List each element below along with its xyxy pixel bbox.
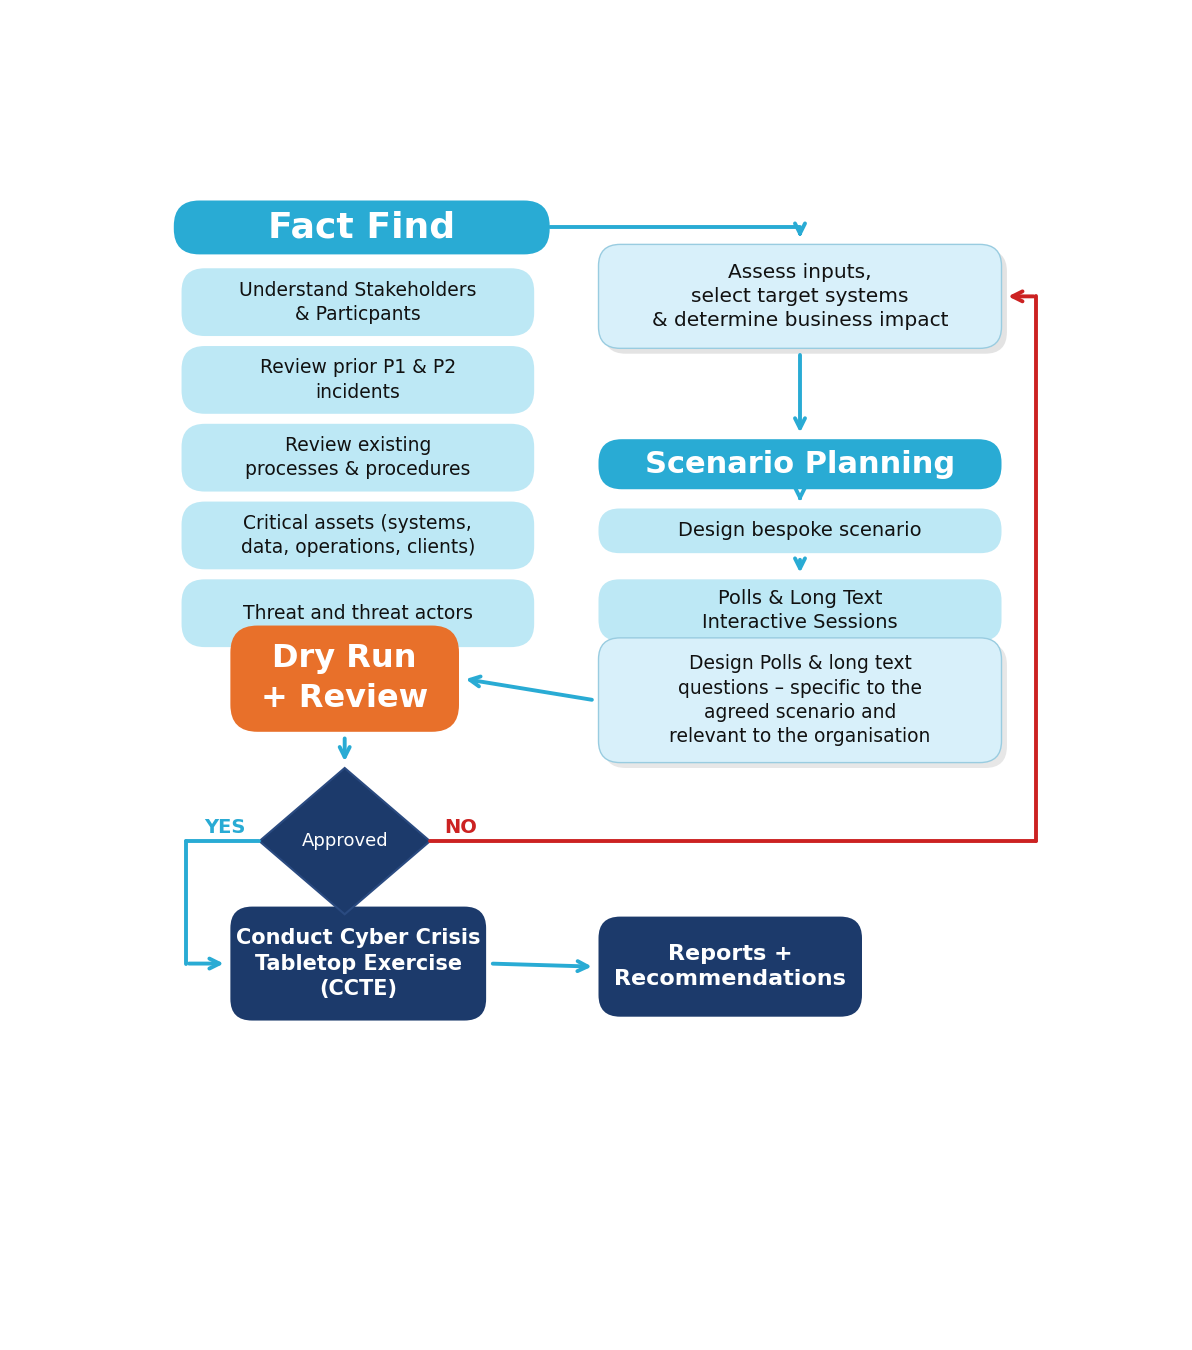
Text: Dry Run
+ Review: Dry Run + Review — [261, 644, 428, 714]
Text: Design bespoke scenario: Design bespoke scenario — [678, 521, 921, 540]
FancyBboxPatch shape — [181, 346, 534, 414]
FancyBboxPatch shape — [604, 643, 1007, 768]
Text: Reports +
Recommendations: Reports + Recommendations — [614, 944, 846, 990]
Text: NO: NO — [443, 818, 477, 837]
Text: Approved: Approved — [302, 832, 389, 850]
Text: Review prior P1 & P2
incidents: Review prior P1 & P2 incidents — [260, 358, 455, 401]
FancyBboxPatch shape — [598, 439, 1001, 489]
FancyBboxPatch shape — [598, 509, 1001, 554]
FancyBboxPatch shape — [230, 907, 486, 1021]
Text: Threat and threat actors: Threat and threat actors — [243, 603, 473, 622]
Text: Design Polls & long text
questions – specific to the
agreed scenario and
relevan: Design Polls & long text questions – spe… — [670, 655, 931, 747]
Text: Scenario Planning: Scenario Planning — [645, 450, 955, 479]
Text: YES: YES — [204, 818, 246, 837]
FancyBboxPatch shape — [598, 244, 1001, 348]
FancyBboxPatch shape — [598, 579, 1001, 641]
FancyBboxPatch shape — [598, 917, 862, 1017]
FancyBboxPatch shape — [230, 625, 459, 732]
Text: Conduct Cyber Crisis
Tabletop Exercise
(CCTE): Conduct Cyber Crisis Tabletop Exercise (… — [236, 927, 480, 999]
FancyBboxPatch shape — [604, 250, 1007, 354]
Text: Understand Stakeholders
& Particpants: Understand Stakeholders & Particpants — [240, 281, 477, 324]
FancyBboxPatch shape — [181, 424, 534, 491]
FancyBboxPatch shape — [598, 637, 1001, 763]
Text: Critical assets (systems,
data, operations, clients): Critical assets (systems, data, operatio… — [241, 514, 476, 558]
FancyBboxPatch shape — [181, 579, 534, 647]
Text: Fact Find: Fact Find — [268, 211, 455, 244]
Text: Review existing
processes & procedures: Review existing processes & procedures — [246, 436, 471, 479]
Polygon shape — [260, 768, 430, 914]
Text: Assess inputs,
select target systems
& determine business impact: Assess inputs, select target systems & d… — [652, 263, 949, 331]
Text: Polls & Long Text
Interactive Sessions: Polls & Long Text Interactive Sessions — [702, 589, 898, 632]
FancyBboxPatch shape — [174, 201, 550, 254]
FancyBboxPatch shape — [181, 269, 534, 336]
FancyBboxPatch shape — [181, 502, 534, 570]
